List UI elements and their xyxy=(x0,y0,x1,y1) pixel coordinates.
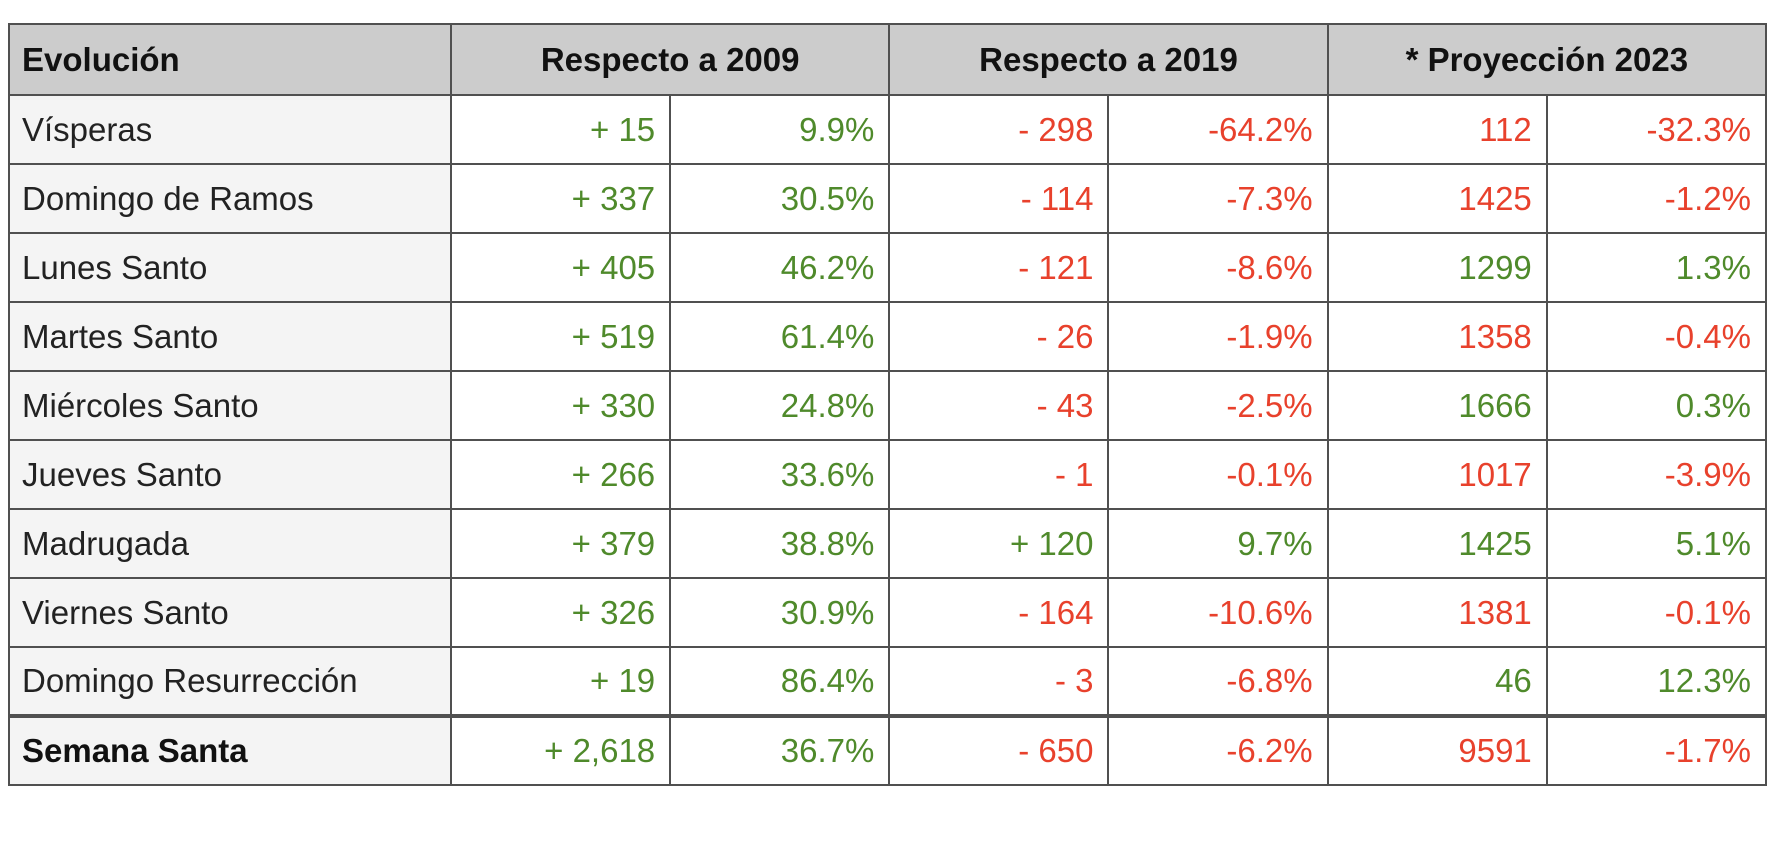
cell-pct-2009: 61.4% xyxy=(669,301,891,372)
table-row: Madrugada + 379 38.8% + 120 9.7% 1425 5.1% xyxy=(8,508,1768,579)
cell-diff-2019: - 298 xyxy=(888,94,1110,165)
cell-pct-2023: 1.3% xyxy=(1545,232,1768,303)
cell-pct-2009: 36.7% xyxy=(669,714,891,786)
table-row: Domingo Resurrección + 19 86.4% - 3 -6.8% 46 1… xyxy=(8,646,1768,717)
cell-pct-2009: 38.8% xyxy=(669,508,891,579)
cell-diff-2019: - 43 xyxy=(888,370,1110,441)
cell-pct-2019: -64.2% xyxy=(1107,94,1329,165)
cell-proj-2023: 9591 xyxy=(1326,714,1548,786)
cell-diff-2009: + 2,618 xyxy=(449,714,672,786)
table-row: Miércoles Santo + 330 24.8% - 43 -2.5% 1666 0.… xyxy=(8,370,1768,441)
total-row: Semana Santa + 2,618 36.7% - 650 -6.2% 9591 -1… xyxy=(8,714,1768,786)
cell-pct-2023: 12.3% xyxy=(1545,646,1768,717)
cell-pct-2019: 9.7% xyxy=(1107,508,1329,579)
cell-diff-2009: + 379 xyxy=(449,508,672,579)
cell-pct-2023: 5.1% xyxy=(1545,508,1768,579)
cell-proj-2023: 1017 xyxy=(1326,439,1548,510)
header-respecto-2009: Respecto a 2009 xyxy=(449,23,891,96)
header-row: Evolución Respecto a 2009 Respecto a 201… xyxy=(8,23,1768,96)
header-evolucion: Evolución xyxy=(8,23,452,96)
cell-diff-2019: - 164 xyxy=(888,577,1110,648)
cell-pct-2009: 33.6% xyxy=(669,439,891,510)
cell-diff-2019: - 650 xyxy=(888,714,1110,786)
table-row: Lunes Santo + 405 46.2% - 121 -8.6% 1299 1.3% xyxy=(8,232,1768,303)
cell-pct-2019: -6.8% xyxy=(1107,646,1329,717)
cell-pct-2019: -7.3% xyxy=(1107,163,1329,234)
header-respecto-2019: Respecto a 2019 xyxy=(888,23,1329,96)
cell-diff-2019: - 1 xyxy=(888,439,1110,510)
row-label: Lunes Santo xyxy=(8,232,452,303)
cell-diff-2009: + 326 xyxy=(449,577,672,648)
cell-pct-2009: 86.4% xyxy=(669,646,891,717)
row-label: Semana Santa xyxy=(8,714,452,786)
row-label: Miércoles Santo xyxy=(8,370,452,441)
row-label: Madrugada xyxy=(8,508,452,579)
cell-diff-2009: + 19 xyxy=(449,646,672,717)
table-row: Jueves Santo + 266 33.6% - 1 -0.1% 1017 -3.9% xyxy=(8,439,1768,510)
cell-pct-2009: 46.2% xyxy=(669,232,891,303)
row-label: Jueves Santo xyxy=(8,439,452,510)
cell-proj-2023: 1425 xyxy=(1326,508,1548,579)
cell-pct-2019: -6.2% xyxy=(1107,714,1329,786)
cell-diff-2009: + 337 xyxy=(449,163,672,234)
cell-proj-2023: 1299 xyxy=(1326,232,1548,303)
cell-diff-2019: - 26 xyxy=(888,301,1110,372)
table-row: Vísperas + 15 9.9% - 298 -64.2% 112 -32.3% xyxy=(8,94,1768,165)
table-row: Viernes Santo + 326 30.9% - 164 -10.6% 1381 -0… xyxy=(8,577,1768,648)
row-label: Martes Santo xyxy=(8,301,452,372)
cell-diff-2019: - 114 xyxy=(888,163,1110,234)
cell-proj-2023: 1358 xyxy=(1326,301,1548,372)
cell-diff-2009: + 330 xyxy=(449,370,672,441)
cell-pct-2023: -3.9% xyxy=(1545,439,1768,510)
row-label: Domingo Resurrección xyxy=(8,646,452,717)
cell-diff-2019: - 3 xyxy=(888,646,1110,717)
cell-pct-2009: 30.9% xyxy=(669,577,891,648)
cell-pct-2019: -10.6% xyxy=(1107,577,1329,648)
cell-pct-2019: -1.9% xyxy=(1107,301,1329,372)
evolution-table: Evolución Respecto a 2009 Respecto a 201… xyxy=(8,23,1768,786)
cell-proj-2023: 46 xyxy=(1326,646,1548,717)
cell-diff-2009: + 405 xyxy=(449,232,672,303)
cell-pct-2023: -1.7% xyxy=(1545,714,1768,786)
cell-pct-2023: 0.3% xyxy=(1545,370,1768,441)
table-row: Domingo de Ramos + 337 30.5% - 114 -7.3% 1425… xyxy=(8,163,1768,234)
cell-proj-2023: 1666 xyxy=(1326,370,1548,441)
cell-diff-2009: + 519 xyxy=(449,301,672,372)
cell-pct-2009: 9.9% xyxy=(669,94,891,165)
cell-diff-2009: + 15 xyxy=(449,94,672,165)
cell-pct-2019: -8.6% xyxy=(1107,232,1329,303)
cell-proj-2023: 1381 xyxy=(1326,577,1548,648)
cell-proj-2023: 1425 xyxy=(1326,163,1548,234)
cell-proj-2023: 112 xyxy=(1326,94,1548,165)
cell-diff-2019: + 120 xyxy=(888,508,1110,579)
header-proyeccion-2023: * Proyección 2023 xyxy=(1326,23,1768,96)
cell-pct-2023: -0.1% xyxy=(1545,577,1768,648)
cell-diff-2009: + 266 xyxy=(449,439,672,510)
cell-pct-2009: 24.8% xyxy=(669,370,891,441)
cell-pct-2023: -32.3% xyxy=(1545,94,1768,165)
cell-pct-2009: 30.5% xyxy=(669,163,891,234)
table-row: Martes Santo + 519 61.4% - 26 -1.9% 1358 -0.4% xyxy=(8,301,1768,372)
row-label: Vísperas xyxy=(8,94,452,165)
row-label: Viernes Santo xyxy=(8,577,452,648)
cell-pct-2023: -0.4% xyxy=(1545,301,1768,372)
cell-diff-2019: - 121 xyxy=(888,232,1110,303)
cell-pct-2023: -1.2% xyxy=(1545,163,1768,234)
cell-pct-2019: -0.1% xyxy=(1107,439,1329,510)
cell-pct-2019: -2.5% xyxy=(1107,370,1329,441)
row-label: Domingo de Ramos xyxy=(8,163,452,234)
